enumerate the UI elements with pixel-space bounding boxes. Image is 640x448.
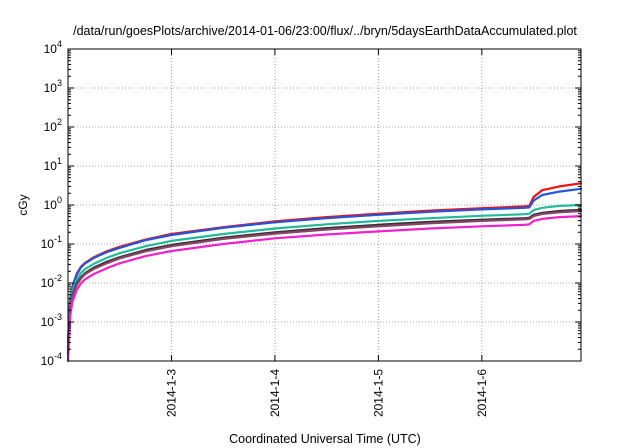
y-axis: 10-4 10-3 10-2 10-1 100 101 102 103 104 (41, 39, 581, 368)
chart-title: /data/run/goesPlots/archive/2014-01-06/2… (73, 24, 577, 38)
y-tick-label: 104 (44, 39, 62, 56)
x-axis-label: Coordinated Universal Time (UTC) (229, 432, 421, 446)
x-tick-label: 2014-1-3 (164, 369, 178, 417)
series-line-2 (66, 187, 583, 344)
plot-frame (67, 48, 582, 362)
series-line-1 (66, 182, 583, 344)
x-tick-label: 2014-1-4 (268, 369, 282, 417)
y-tick-label: 10-2 (41, 273, 62, 290)
series-layer (66, 182, 583, 363)
y-tick-label: 103 (44, 78, 62, 95)
y-tick-label: 10-1 (41, 234, 62, 251)
series-line-5 (66, 209, 583, 356)
y-tick-label: 100 (44, 195, 62, 212)
y-tick-label: 10-4 (41, 351, 62, 368)
series-line-3 (66, 203, 583, 351)
series-line-4 (66, 208, 583, 356)
grid (68, 49, 581, 361)
x-tick-label: 2014-1-6 (475, 369, 489, 417)
series-line-6 (66, 215, 583, 363)
x-axis: 2014-1-3 2014-1-4 2014-1-5 2014-1-6 (164, 49, 489, 417)
y-tick-label: 10-3 (41, 312, 62, 329)
y-tick-label: 102 (44, 117, 62, 134)
y-axis-label: cGy (16, 194, 30, 215)
x-tick-label: 2014-1-5 (371, 369, 385, 417)
y-tick-label: 101 (44, 156, 62, 173)
